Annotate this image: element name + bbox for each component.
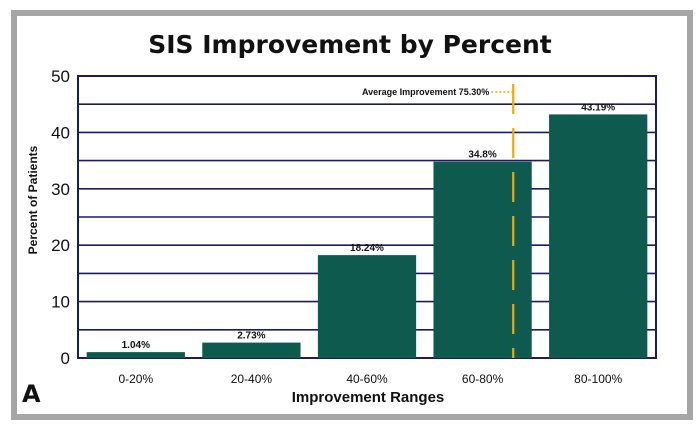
x-axis-label: Improvement Ranges: [292, 389, 445, 406]
y-tick-label: 20: [51, 236, 70, 255]
average-label: Average Improvement 75.30%: [362, 87, 489, 97]
tick-labels: 0 10 20 30 40 50 1.04% 0-20% 2.73% 20-40% 18.24% 40…: [51, 67, 622, 386]
y-tick-label: 40: [51, 123, 70, 142]
y-tick-label: 50: [51, 67, 70, 86]
bars: [86, 114, 648, 358]
y-tick-label: 30: [51, 180, 70, 199]
y-axis-label: Percent of Patients: [26, 145, 40, 254]
bar: [86, 352, 185, 358]
x-tick-label: 60-80%: [462, 372, 504, 386]
bar: [202, 342, 301, 358]
average-annotation: Average Improvement 75.30%: [362, 84, 515, 358]
data-label: 34.8%: [468, 150, 496, 161]
data-label: 43.19%: [581, 102, 615, 113]
y-tick-label: 10: [51, 293, 70, 312]
x-tick-label: 20-40%: [231, 372, 273, 386]
bar: [433, 161, 532, 358]
x-tick-label: 80-100%: [574, 372, 622, 386]
data-label: 18.24%: [350, 243, 384, 254]
data-label: 1.04%: [122, 340, 150, 351]
y-tick-label: 0: [61, 349, 70, 368]
data-label: 2.73%: [237, 331, 265, 342]
chart-title: SIS Improvement by Percent: [148, 30, 552, 59]
bar: [549, 114, 648, 358]
x-tick-label: 40-60%: [346, 372, 388, 386]
bar: [317, 255, 417, 358]
panel-label: A: [22, 380, 41, 408]
x-tick-label: 0-20%: [118, 372, 153, 386]
